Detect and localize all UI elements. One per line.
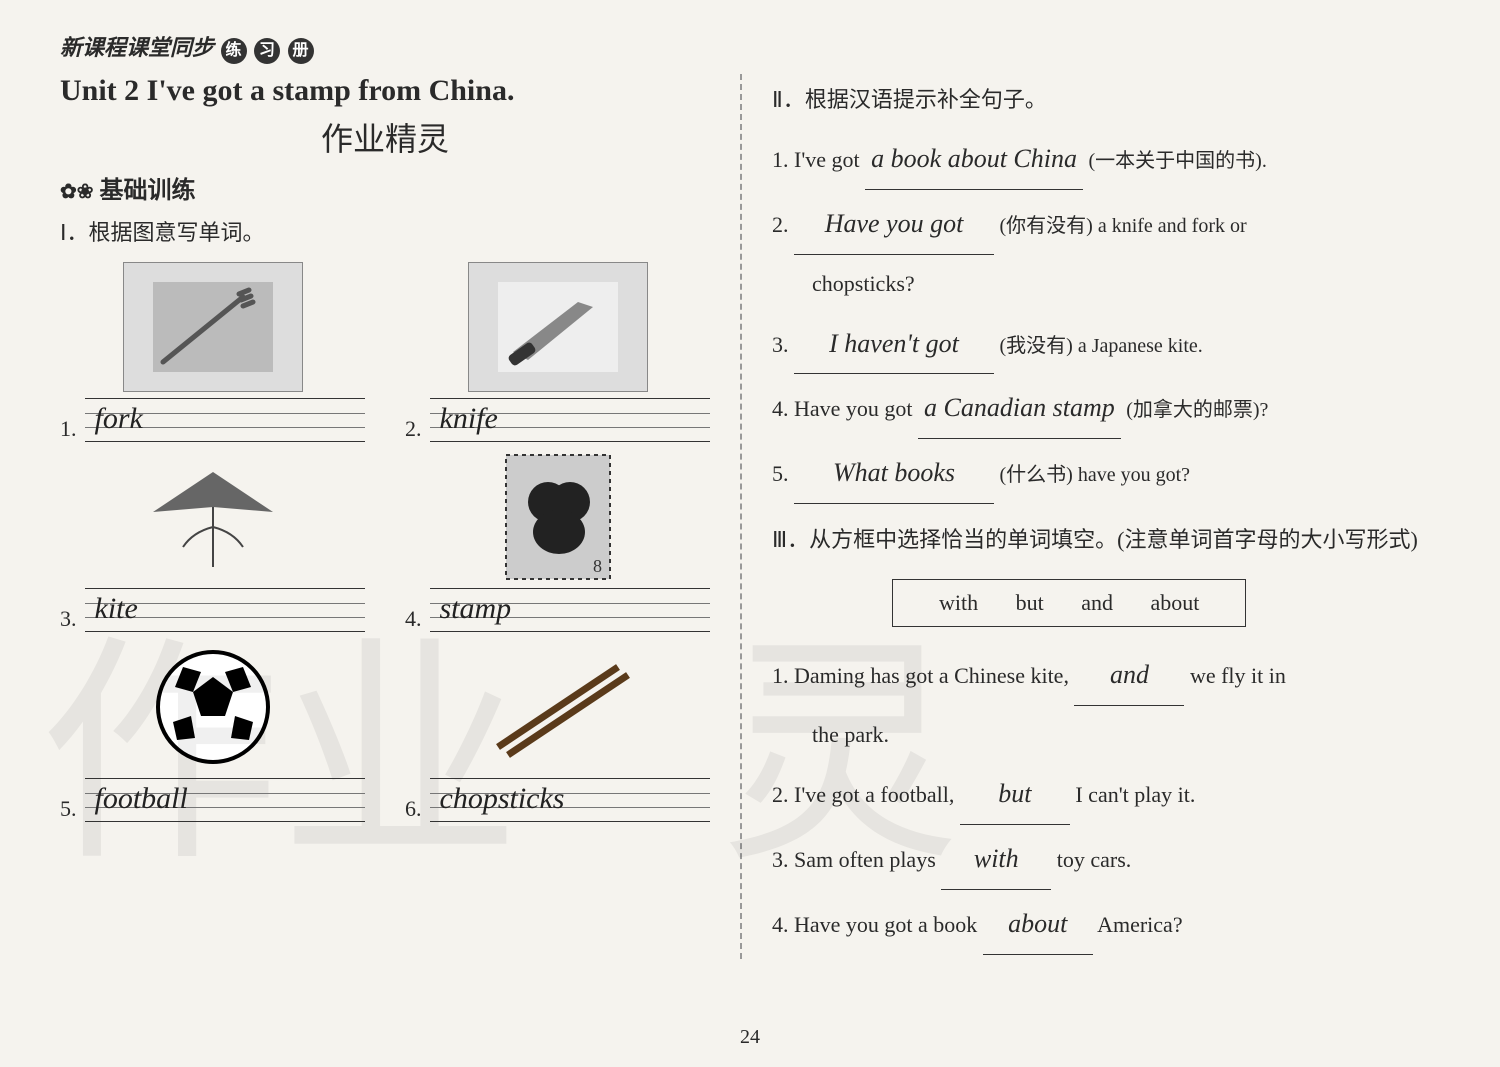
right-column: Ⅱ．根据汉语提示补全句子。 1. I've got a book about C… — [740, 74, 1440, 958]
image-football — [123, 642, 303, 772]
item-num-4: 4. — [405, 606, 422, 632]
q2-4: 4. Have you got a Canadian stamp (加拿大的邮票… — [772, 378, 1440, 439]
grid-cell-3: 3. kite — [60, 452, 365, 632]
image-stamp: 8 — [468, 452, 648, 582]
answer-blank-6[interactable]: chopsticks — [430, 778, 711, 822]
answer-blank-3[interactable]: kite — [85, 588, 366, 632]
item-num-5: 5. — [60, 796, 77, 822]
q3-3-blank[interactable]: with — [941, 829, 1051, 890]
svg-text:8: 8 — [593, 556, 602, 576]
grid-cell-6: 6. chopsticks — [405, 642, 710, 822]
header-circles: 练 习 册 — [220, 35, 315, 64]
grid-cell-4: 8 4. stamp — [405, 452, 710, 632]
q2-3-blank[interactable]: I haven't got — [794, 314, 994, 375]
q2-5: 5. What books (什么书) have you got? — [772, 443, 1440, 504]
item-num-1: 1. — [60, 416, 77, 442]
q3-2: 2. I've got a football, but I can't play… — [772, 764, 1440, 825]
grid-cell-5: 5. football — [60, 642, 365, 822]
image-knife — [468, 262, 648, 392]
box-word-3: and — [1081, 590, 1113, 615]
q2-3: 3. I haven't got (我没有) a Japanese kite. — [772, 314, 1440, 375]
answer-blank-2[interactable]: knife — [430, 398, 711, 442]
box-word-4: about — [1151, 590, 1200, 615]
section-2-label: Ⅱ．根据汉语提示补全句子。 — [772, 82, 1440, 114]
image-fork — [123, 262, 303, 392]
image-grid: 1. fork 2. knife 3. — [60, 262, 710, 822]
q3-4: 4. Have you got a book about America? — [772, 894, 1440, 955]
q2-5-blank[interactable]: What books — [794, 443, 994, 504]
basic-training-heading: ✿❀基础训练 — [60, 170, 710, 205]
q3-1-blank[interactable]: and — [1074, 645, 1184, 706]
q3-1-tail: the park. — [772, 710, 1440, 761]
circle-2: 习 — [254, 38, 280, 64]
decor-icon: ✿❀ — [60, 181, 94, 203]
book-series-header: 新课程课堂同步 练 习 册 — [60, 30, 1440, 64]
q3-2-blank[interactable]: but — [960, 764, 1070, 825]
item-num-6: 6. — [405, 796, 422, 822]
box-word-1: with — [939, 590, 978, 615]
q2-4-blank[interactable]: a Canadian stamp — [918, 378, 1121, 439]
item-num-3: 3. — [60, 606, 77, 632]
image-chopsticks — [468, 642, 648, 772]
answer-blank-1[interactable]: fork — [85, 398, 366, 442]
unit-title: Unit 2 I've got a stamp from China. — [60, 74, 710, 108]
q2-2-blank[interactable]: Have you got — [794, 194, 994, 255]
image-kite — [123, 452, 303, 582]
answer-blank-5[interactable]: football — [85, 778, 366, 822]
handwritten-note: 作业精灵 — [60, 114, 710, 160]
q2-2-tail: chopsticks? — [772, 259, 1440, 310]
page-number: 24 — [740, 1026, 760, 1049]
header-prefix: 新课程课堂同步 — [60, 35, 214, 60]
circle-3: 册 — [288, 38, 314, 64]
grid-cell-1: 1. fork — [60, 262, 365, 442]
q2-1-blank[interactable]: a book about China — [865, 129, 1083, 190]
section-1-label: Ⅰ．根据图意写单词。 — [60, 215, 710, 247]
section-3-label: Ⅲ．从方框中选择恰当的单词填空。(注意单词首字母的大小写形式) — [772, 522, 1440, 554]
q3-3: 3. Sam often plays with toy cars. — [772, 829, 1440, 890]
left-column: Unit 2 I've got a stamp from China. 作业精灵… — [60, 74, 740, 958]
q3-4-blank[interactable]: about — [983, 894, 1093, 955]
circle-1: 练 — [221, 38, 247, 64]
box-word-2: but — [1016, 590, 1044, 615]
q3-1: 1. Daming has got a Chinese kite, and we… — [772, 645, 1440, 706]
word-choice-box: with but and about — [892, 579, 1246, 627]
q2-1: 1. I've got a book about China (一本关于中国的书… — [772, 129, 1440, 190]
item-num-2: 2. — [405, 416, 422, 442]
grid-cell-2: 2. knife — [405, 262, 710, 442]
q2-2: 2. Have you got (你有没有) a knife and fork … — [772, 194, 1440, 255]
answer-blank-4[interactable]: stamp — [430, 588, 711, 632]
